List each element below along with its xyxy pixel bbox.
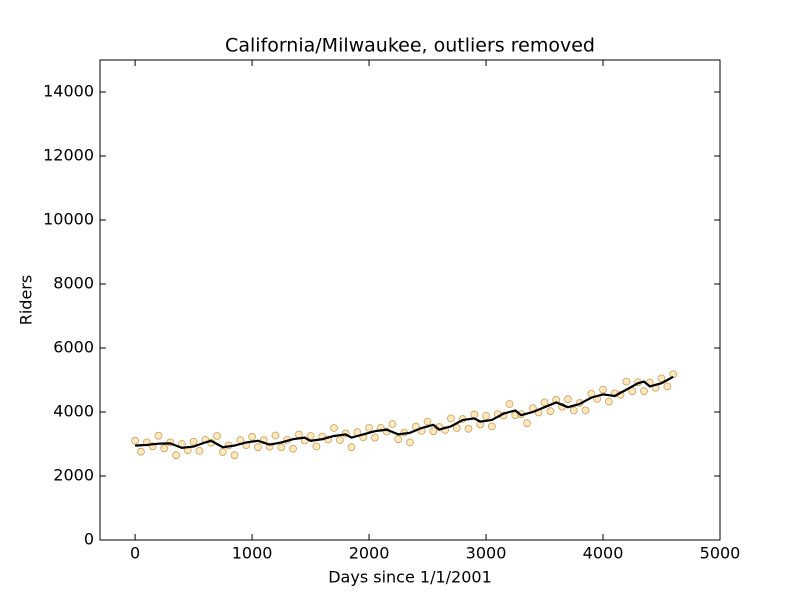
scatter-point — [452, 424, 461, 432]
scatter-point — [569, 406, 578, 415]
scatter-point — [628, 387, 637, 396]
scatter-point — [599, 385, 607, 394]
y-tick-label: 6000 — [53, 338, 94, 357]
scatter-point — [254, 443, 262, 452]
x-tick-label: 1000 — [232, 544, 273, 563]
scatter-point — [604, 397, 613, 406]
scatter-point — [482, 412, 490, 420]
x-tick-label: 0 — [130, 544, 140, 563]
scatter-point — [371, 433, 379, 442]
scatter-point — [330, 424, 338, 432]
y-tick-label: 10000 — [43, 210, 94, 229]
scatter-point — [406, 438, 414, 447]
y-tick-label: 0 — [84, 530, 94, 549]
plot-frame — [99, 59, 721, 541]
scatter-point — [213, 432, 221, 440]
y-tick-label: 2000 — [53, 466, 94, 485]
scatter-point — [429, 427, 438, 436]
scatter-point — [230, 451, 239, 460]
scatter-point — [218, 448, 227, 456]
scatter-point — [388, 420, 397, 428]
scatter-point — [540, 398, 549, 407]
trend-line — [135, 375, 674, 449]
chart-title: California/Milwaukee, outliers removed — [225, 35, 595, 57]
scatter-point — [423, 417, 432, 426]
y-tick-label: 8000 — [53, 274, 94, 293]
scatter-point — [131, 436, 139, 445]
scatter-point — [195, 446, 204, 455]
scatter-point — [564, 395, 572, 404]
scatter-point — [663, 382, 672, 391]
scatter-point — [394, 435, 403, 444]
x-axis-label: Days since 1/1/2001 — [328, 568, 492, 587]
y-tick-label: 4000 — [53, 402, 94, 421]
scatter-point — [137, 447, 145, 456]
y-tick-label: 12000 — [43, 146, 94, 165]
scatter-point — [289, 444, 297, 453]
scatter-point — [271, 431, 280, 440]
scatter-point — [154, 431, 163, 440]
scatter-point — [365, 424, 373, 432]
scatter-point — [622, 377, 631, 386]
scatter-point — [447, 414, 455, 423]
scatter-point — [581, 406, 590, 415]
scatter-point — [248, 432, 256, 441]
scatter-point — [312, 442, 321, 451]
scatter-point — [523, 419, 531, 428]
scatter-point — [505, 400, 514, 408]
scatter-point — [306, 432, 315, 440]
x-tick-label: 3000 — [466, 544, 507, 563]
x-tick-label: 4000 — [583, 544, 624, 563]
scatter-point — [487, 422, 496, 431]
scatter-point — [657, 374, 666, 383]
scatter-point — [335, 436, 344, 444]
scatter-point — [470, 410, 479, 419]
scatter-point — [277, 443, 286, 452]
scatter-point — [464, 424, 473, 433]
scatter-point — [640, 387, 648, 396]
x-tick-label: 2000 — [349, 544, 390, 563]
y-axis-label: Riders — [17, 275, 36, 325]
scatter-point — [189, 437, 198, 446]
scatter-point — [546, 407, 555, 416]
scatter-point — [172, 451, 180, 460]
scatter-point — [160, 444, 169, 453]
scatter-point — [347, 443, 356, 452]
scatter-point — [669, 370, 678, 379]
y-tick-label: 14000 — [43, 82, 94, 101]
x-tick-label: 5000 — [700, 544, 741, 563]
